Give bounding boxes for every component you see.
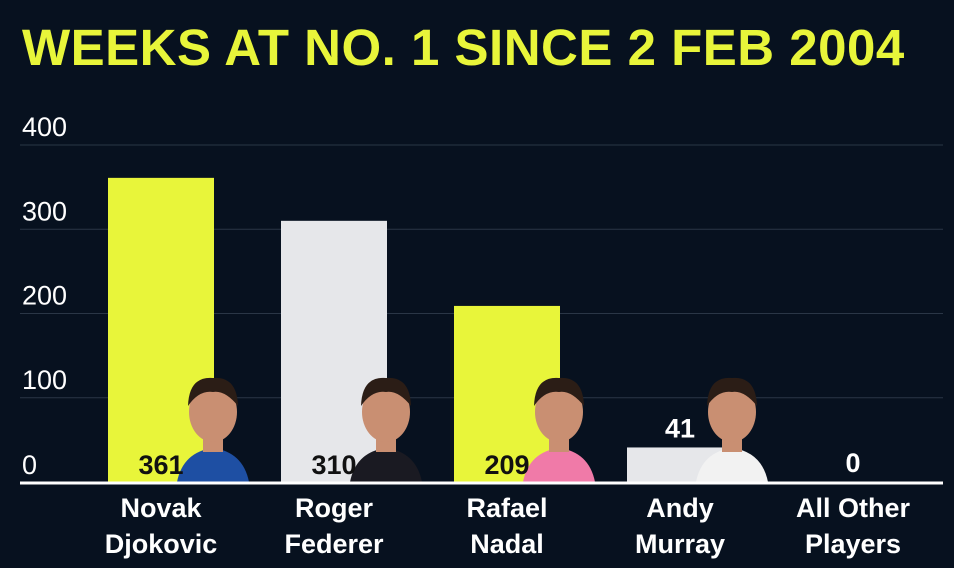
x-tick-label: Andy [646,493,714,523]
player-photo [523,377,595,482]
y-tick-label: 300 [22,196,67,226]
x-tick-label: Murray [635,529,725,559]
player-photo [350,377,422,482]
x-tick-label: Rafael [466,493,547,523]
y-tick-label: 400 [22,112,67,142]
y-tick-label: 100 [22,365,67,395]
player-photo [696,377,768,482]
y-tick-label: 200 [22,281,67,311]
data-label: 209 [484,450,529,480]
x-tick-label: All Other [796,493,911,523]
x-tick-label: Players [805,529,901,559]
data-label: 41 [665,413,695,443]
y-tick-label: 0 [22,450,37,480]
x-tick-label: Novak [120,493,202,523]
x-tick-label: Nadal [470,529,544,559]
bar [281,220,387,482]
player-photo [177,377,249,482]
data-label: 0 [845,448,860,478]
x-tick-label: Djokovic [105,529,218,559]
chart-title: WEEKS AT NO. 1 SINCE 2 FEB 2004 [22,19,905,76]
bar [108,177,214,483]
data-label: 310 [311,450,356,480]
data-label: 361 [138,450,183,480]
x-tick-label: Federer [284,529,384,559]
x-tick-label: Roger [295,493,374,523]
